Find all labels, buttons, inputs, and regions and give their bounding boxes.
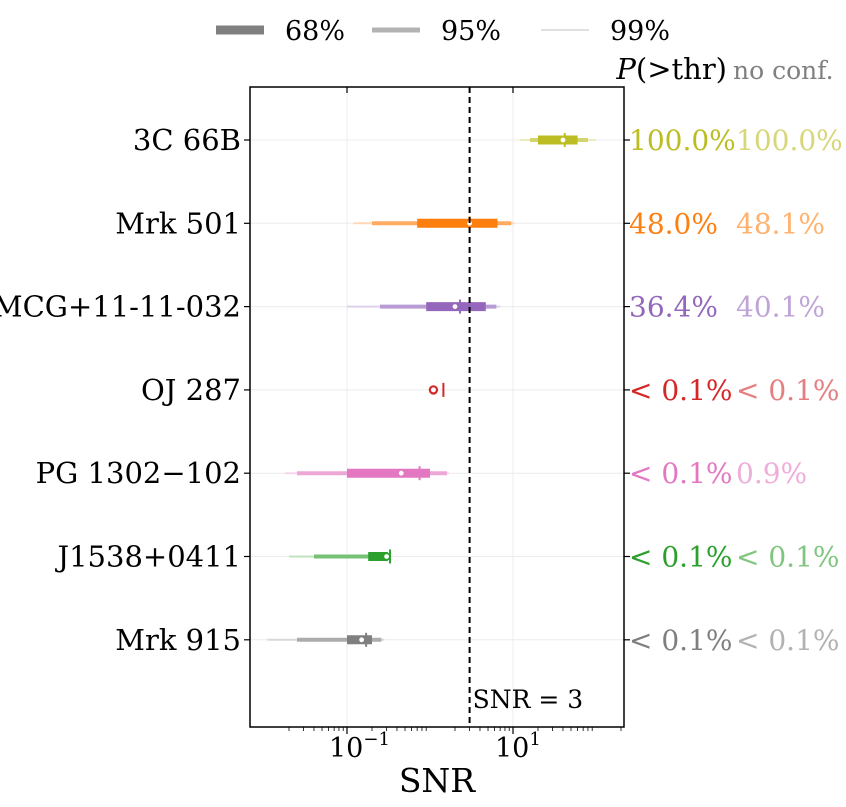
prob-noconf-value: < 0.1% [736,374,840,407]
y-axis: 3C 66B Mrk 501 MCG+11-11-032 OJ 287 PG 1302−… [0,123,630,657]
interval-6 [267,632,385,647]
x-tick-label: 10−1 [329,729,390,764]
prob-noconf-value: 40.1% [736,291,825,324]
interval-1 [353,216,515,231]
interval-4 [285,466,450,481]
prob-value: 36.4% [629,291,718,324]
plot-frame [249,86,625,728]
interval-0 [519,133,596,147]
prob-value: 100.0% [629,124,736,157]
legend-label-95: 95% [441,16,501,47]
prob-value: < 0.1% [629,541,733,574]
prob-value: < 0.1% [629,457,733,490]
prob-value: 48.0% [629,207,718,240]
interval-5 [288,549,392,564]
median-marker [450,302,459,311]
interval-3 [428,382,445,397]
gridlines [250,87,624,727]
prob-column-header: P(>thr) [615,52,727,86]
y-tick-label: Mrk 501 [115,206,241,240]
x-axis-label: SNR [399,761,476,800]
prob-value: < 0.1% [629,624,733,657]
prob-noconf-value: 100.0% [736,124,843,157]
y-tick-label: 3C 66B [133,123,241,157]
prob-noconf-value: 0.9% [736,457,807,490]
median-marker [357,635,366,644]
prob-value: < 0.1% [629,374,733,407]
legend-label-68: 68% [285,16,345,47]
threshold-label: SNR = 3 [473,685,584,714]
noconf-column-header: no conf. [733,56,834,85]
y-tick-label: Mrk 915 [115,623,241,657]
prob-noconf-value: 48.1% [736,207,825,240]
interval-2 [347,299,501,314]
legend-label-99: 99% [610,16,670,47]
median-marker [382,552,391,561]
median-marker [558,136,567,145]
prob-noconf-value: < 0.1% [736,541,840,574]
probability-columns: 100.0% 100.0%48.0% 48.1%36.4% 40.1%< 0.1% < … [629,124,843,657]
y-tick-label: MCG+11-11-032 [0,290,241,324]
median-marker [397,469,406,478]
y-tick-label: OJ 287 [141,373,241,407]
y-tick-label: J1538+0411 [54,540,241,574]
x-tick-label: 101 [495,729,541,764]
y-tick-label: PG 1302−102 [36,456,241,490]
prob-noconf-value: < 0.1% [736,624,840,657]
x-axis: 10−1 101 [288,87,622,764]
legend: 68% 95% 99% [216,16,670,47]
median-marker [428,385,439,395]
